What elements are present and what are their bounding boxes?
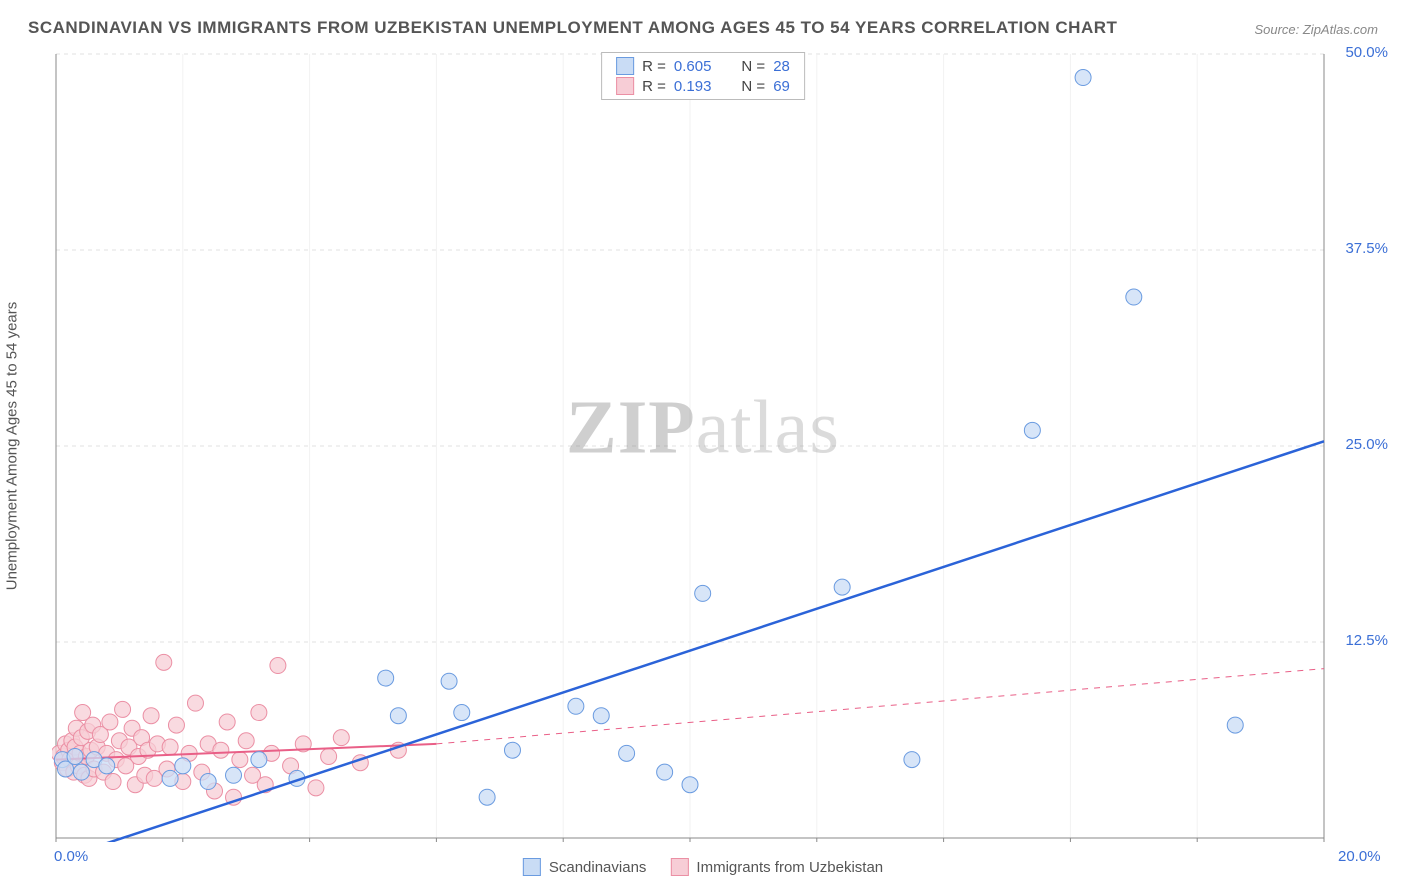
x-tick-label: 20.0% [1338,848,1381,865]
legend-stat-row: R = 0.193 N = 69 [616,77,790,95]
y-tick-label: 50.0% [1345,44,1388,61]
legend-r-label: R = [642,58,666,75]
legend-series-label: Scandinavians [549,859,647,876]
legend-r-label: R = [642,78,666,95]
scatter-plot-svg [52,50,1394,842]
legend-swatch [616,77,634,95]
series-legend: Scandinavians Immigrants from Uzbekistan [523,858,883,876]
legend-series-item: Immigrants from Uzbekistan [670,858,883,876]
legend-n-label: N = [741,78,765,95]
plot-area [52,50,1394,842]
legend-swatch [523,858,541,876]
legend-stat-row: R = 0.605 N = 28 [616,57,790,75]
y-tick-label: 25.0% [1345,436,1388,453]
legend-r-value: 0.605 [674,58,712,75]
y-tick-label: 37.5% [1345,240,1388,257]
legend-n-label: N = [741,58,765,75]
y-axis-label: Unemployment Among Ages 45 to 54 years [4,302,21,591]
legend-swatch [616,57,634,75]
legend-n-value: 69 [773,78,790,95]
source-value: ZipAtlas.com [1303,22,1378,37]
correlation-legend: R = 0.605 N = 28 R = 0.193 N = 69 [601,52,805,100]
legend-n-value: 28 [773,58,790,75]
source-label: Source: [1254,22,1302,37]
x-tick-label: 0.0% [54,848,88,865]
legend-series-item: Scandinavians [523,858,647,876]
legend-swatch [670,858,688,876]
y-tick-label: 12.5% [1345,632,1388,649]
legend-r-value: 0.193 [674,78,712,95]
source-attribution: Source: ZipAtlas.com [1254,22,1378,37]
chart-title: SCANDINAVIAN VS IMMIGRANTS FROM UZBEKIST… [28,18,1117,38]
legend-series-label: Immigrants from Uzbekistan [696,859,883,876]
